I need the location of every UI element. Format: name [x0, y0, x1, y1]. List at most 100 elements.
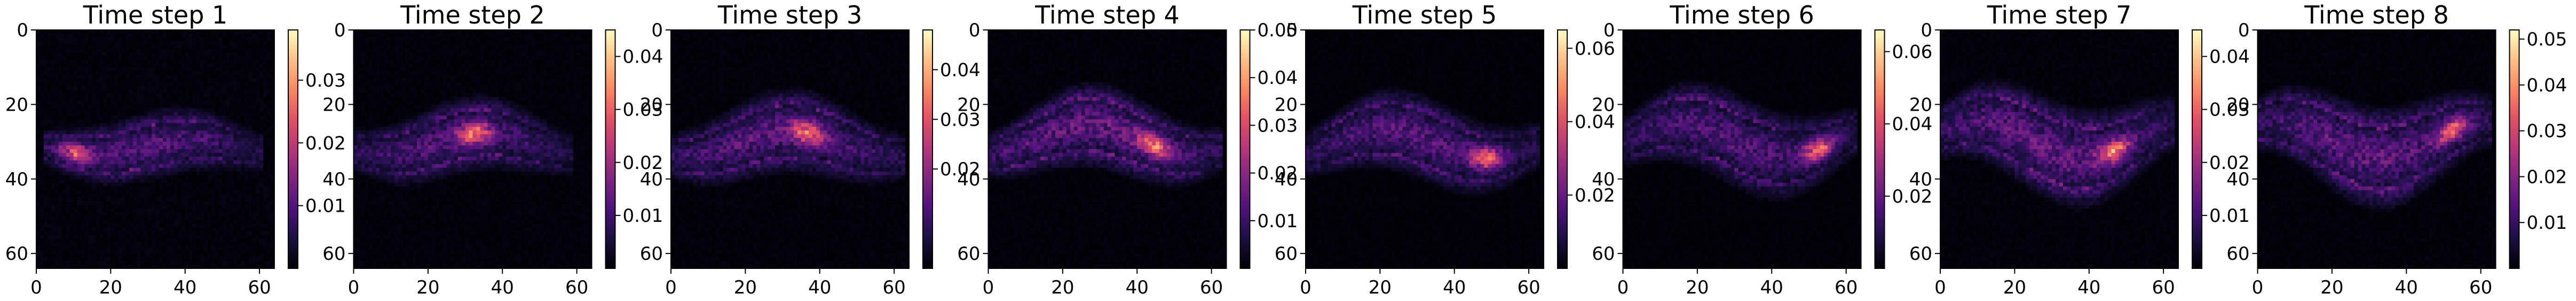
heatmap-cell	[103, 216, 107, 220]
heatmap-cell	[233, 231, 237, 235]
heatmap-cell	[241, 123, 244, 127]
heatmap-cell	[241, 86, 244, 90]
heatmap-cell	[443, 60, 447, 64]
heatmap-cell	[241, 238, 244, 242]
heatmap-cell	[226, 52, 230, 56]
heatmap-cell	[36, 261, 40, 265]
heatmap-cell	[148, 187, 152, 190]
heatmap-cell	[163, 41, 167, 45]
heatmap-cell	[226, 261, 230, 265]
heatmap-cell	[48, 119, 51, 123]
heatmap-cell	[267, 108, 271, 112]
heatmap-cell	[48, 108, 51, 112]
heatmap-cell	[256, 253, 259, 257]
heatmap-cell	[92, 198, 96, 202]
heatmap-cell	[40, 179, 44, 183]
heatmap-cell	[208, 115, 211, 119]
heatmap-cell	[233, 202, 237, 205]
heatmap-cell	[55, 112, 59, 115]
heatmap-cell	[99, 149, 103, 153]
heatmap-cell	[476, 67, 480, 71]
heatmap-cell	[89, 115, 92, 119]
heatmap-cell	[122, 71, 125, 75]
heatmap-cell	[99, 145, 103, 149]
heatmap-cell	[244, 183, 248, 187]
heatmap-cell	[125, 93, 129, 97]
heatmap-cell	[233, 242, 237, 246]
heatmap-cell	[122, 149, 125, 153]
heatmap-cell	[70, 223, 74, 227]
heatmap-cell	[114, 64, 118, 67]
heatmap-cell	[96, 30, 100, 34]
heatmap-cell	[248, 205, 252, 209]
heatmap-cell	[159, 60, 163, 64]
heatmap-cell	[208, 52, 211, 56]
heatmap-cell	[70, 242, 74, 246]
heatmap-cell	[436, 34, 439, 37]
heatmap-cell	[398, 41, 402, 45]
heatmap-cell	[51, 160, 55, 164]
heatmap-cell	[237, 112, 241, 115]
heatmap-cell	[428, 52, 432, 56]
heatmap-cell	[193, 187, 196, 190]
heatmap-cell	[256, 60, 259, 64]
heatmap-cell	[211, 101, 215, 104]
heatmap-cell	[122, 198, 125, 202]
heatmap-cell	[107, 160, 110, 164]
heatmap-cell	[62, 227, 66, 231]
heatmap-cell	[502, 45, 506, 49]
heatmap-cell	[218, 220, 222, 223]
heatmap-cell	[114, 194, 118, 198]
heatmap-cell	[170, 41, 174, 45]
heatmap-cell	[122, 49, 125, 52]
heatmap-cell	[62, 60, 66, 64]
heatmap-cell	[181, 112, 185, 115]
heatmap-cell	[200, 261, 204, 265]
heatmap-cell	[267, 175, 271, 179]
heatmap-cell	[200, 175, 204, 179]
heatmap-cell	[74, 168, 77, 172]
heatmap-cell	[181, 86, 185, 90]
heatmap-cell	[55, 179, 59, 183]
heatmap-cell	[189, 86, 193, 90]
heatmap-cell	[387, 60, 391, 64]
heatmap-cell	[226, 82, 230, 86]
heatmap-cell	[85, 45, 89, 49]
heatmap-cell	[263, 250, 267, 253]
heatmap-cell	[573, 75, 577, 79]
heatmap-cell	[144, 179, 148, 183]
heatmap-cell	[48, 212, 51, 216]
heatmap-cell	[40, 93, 44, 97]
heatmap-cell	[193, 67, 196, 71]
heatmap-cell	[252, 71, 256, 75]
heatmap-cell	[74, 41, 77, 45]
heatmap-cell	[476, 30, 480, 34]
heatmap-cell	[59, 227, 62, 231]
heatmap-cell	[357, 71, 361, 75]
heatmap-cell	[383, 67, 387, 71]
heatmap-cell	[256, 93, 259, 97]
heatmap-cell	[48, 220, 51, 223]
heatmap-cell	[137, 202, 140, 205]
heatmap-cell	[211, 37, 215, 41]
heatmap-cell	[368, 30, 372, 34]
heatmap-cell	[114, 112, 118, 115]
heatmap-cell	[256, 75, 259, 79]
heatmap-cell	[174, 257, 178, 261]
heatmap-cell	[155, 56, 159, 60]
heatmap-cell	[148, 242, 152, 246]
heatmap-cell	[110, 164, 114, 168]
heatmap-cell	[562, 41, 566, 45]
heatmap-cell	[129, 187, 133, 190]
heatmap-cell	[189, 261, 193, 265]
heatmap-cell	[543, 49, 547, 52]
heatmap-cell	[230, 134, 233, 138]
heatmap-cell	[181, 223, 185, 227]
heatmap-cell	[140, 60, 144, 64]
heatmap-cell	[118, 134, 122, 138]
heatmap-cell	[118, 153, 122, 157]
heatmap-cell	[81, 187, 85, 190]
heatmap-cell	[241, 90, 244, 94]
heatmap-cell	[487, 64, 491, 67]
heatmap-cell	[487, 56, 491, 60]
